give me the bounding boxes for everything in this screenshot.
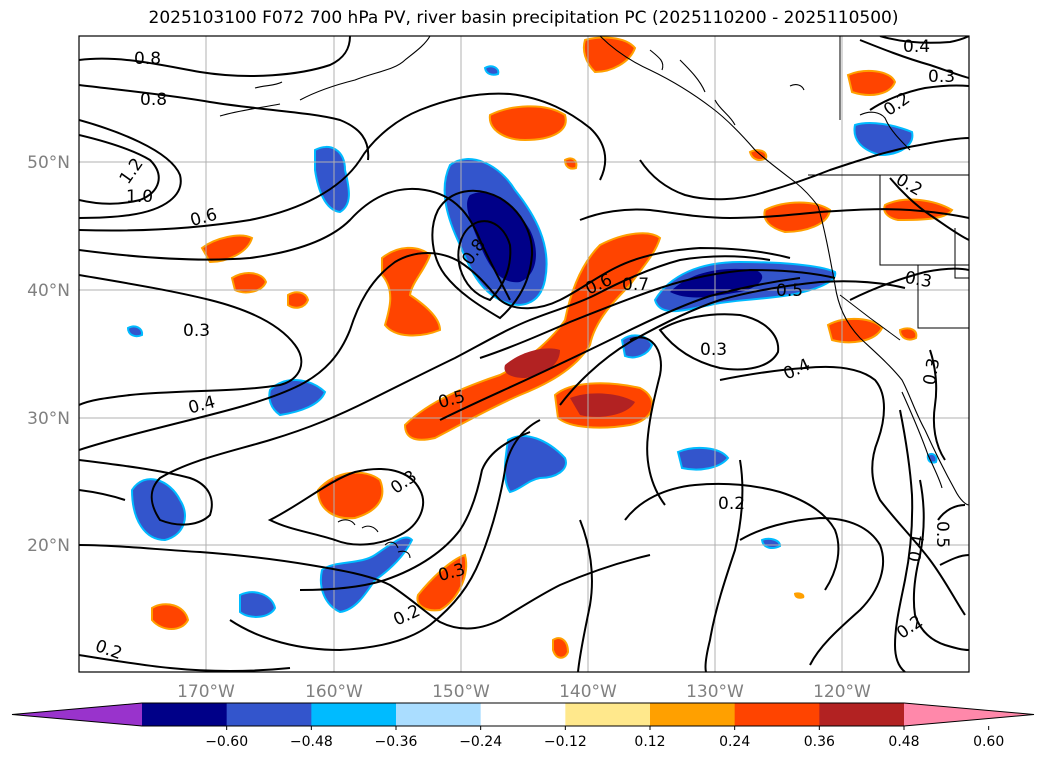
positive-anomaly-core bbox=[570, 393, 635, 417]
colorbar-tick-label: 0.36 bbox=[804, 734, 835, 750]
negative-anomaly-area bbox=[126, 325, 144, 338]
negative-anomaly-area bbox=[239, 591, 277, 618]
contour-label: 0.3 bbox=[903, 268, 933, 292]
positive-anomaly-area bbox=[287, 291, 310, 309]
colorbar-bin bbox=[396, 703, 482, 726]
negative-anomaly-area bbox=[268, 379, 327, 417]
coastlines bbox=[219, 36, 969, 559]
contour-label: 0.3 bbox=[928, 67, 955, 87]
lat-tick-label: 40°N bbox=[27, 281, 70, 301]
contour-label: 0.2 bbox=[718, 494, 745, 514]
positive-anomaly-area bbox=[488, 105, 567, 142]
positive-anomaly-area bbox=[552, 637, 570, 659]
negative-anomaly-area bbox=[760, 537, 782, 549]
lon-tick-label: 140°W bbox=[559, 682, 617, 702]
map-frame bbox=[78, 35, 970, 673]
contour-label: 0.8 bbox=[140, 90, 167, 110]
lon-tick-label: 150°W bbox=[432, 682, 490, 702]
map-content: 0.8 0.8 1.2 1.0 0.6 0.3 0.4 0.8 0.6 0.7 … bbox=[79, 36, 969, 672]
colorbar-extension-max bbox=[904, 703, 1034, 726]
lon-tick-label: 130°W bbox=[686, 682, 744, 702]
figure-title: 2025103100 F072 700 hPa PV, river basin … bbox=[148, 8, 899, 28]
contour-label: 0.5 bbox=[776, 281, 803, 301]
contour-label: 0.3 bbox=[183, 321, 210, 341]
pv-contours bbox=[79, 36, 969, 672]
colorbar: −0.60 −0.48 −0.36 −0.24 −0.12 0.12 0.24 0.36 0.4… bbox=[11, 702, 1035, 750]
negative-anomaly-area bbox=[314, 145, 350, 214]
contour-label: 0.4 bbox=[903, 37, 930, 57]
colorbar-tick-label: 0.48 bbox=[888, 734, 919, 750]
positive-anomaly-area bbox=[230, 272, 268, 294]
colorbar-bin bbox=[650, 703, 736, 726]
borders bbox=[808, 36, 969, 341]
colorbar-tick-label: −0.12 bbox=[544, 734, 587, 750]
negative-anomaly-area bbox=[320, 536, 414, 614]
contour-label: 1.0 bbox=[126, 187, 153, 207]
contour-label: 0.4 bbox=[905, 534, 929, 564]
positive-anomaly-area bbox=[563, 157, 578, 170]
lat-tick-label: 50°N bbox=[27, 153, 70, 173]
colorbar-tick-label: 0.24 bbox=[719, 734, 750, 750]
colorbar-tick-label: −0.60 bbox=[205, 734, 248, 750]
colorbar-bin bbox=[565, 703, 651, 726]
positive-anomaly-area bbox=[200, 234, 254, 264]
colorbar-extension-min bbox=[12, 703, 142, 726]
contour-label: 0.5 bbox=[932, 521, 952, 548]
negative-anomaly-area bbox=[620, 334, 654, 359]
colorbar-bin bbox=[226, 703, 312, 726]
colorbar-tick-label: 0.12 bbox=[634, 734, 665, 750]
positive-anomaly-area bbox=[794, 592, 805, 599]
colorbar-bin bbox=[734, 703, 820, 726]
colorbar-outline bbox=[11, 702, 1035, 727]
contour-label: 0.3 bbox=[920, 357, 944, 387]
lat-tick-label: 30°N bbox=[27, 409, 70, 429]
positive-anomaly-area bbox=[846, 69, 897, 96]
lon-tick-label: 160°W bbox=[305, 682, 363, 702]
colorbar-bin bbox=[480, 703, 566, 726]
contour-label: 0.8 bbox=[134, 49, 161, 69]
colorbar-tick-label: −0.48 bbox=[290, 734, 333, 750]
contour-label: 0.3 bbox=[700, 340, 727, 360]
colorbar-bin bbox=[311, 703, 397, 726]
positive-anomaly-area bbox=[151, 603, 190, 630]
negative-anomaly-area bbox=[503, 435, 567, 494]
contour-label: 0.7 bbox=[622, 275, 649, 295]
colorbar-tick-label: −0.24 bbox=[459, 734, 502, 750]
positive-anomaly-area bbox=[763, 201, 832, 234]
lon-tick-label: 120°W bbox=[813, 682, 871, 702]
positive-anomaly-area bbox=[748, 149, 768, 161]
colorbar-tick-label: −0.36 bbox=[375, 734, 418, 750]
lat-tick-label: 20°N bbox=[27, 536, 70, 556]
negative-anomaly-area bbox=[483, 65, 500, 76]
axis-labels: 170°W 160°W 150°W 140°W 130°W 120°W 50°N… bbox=[27, 153, 871, 702]
colorbar-tick-label: 0.60 bbox=[973, 734, 1004, 750]
colorbar-bin bbox=[142, 703, 228, 726]
positive-anomaly-area bbox=[898, 327, 918, 341]
positive-anomaly-area bbox=[582, 36, 637, 74]
colorbar-bin bbox=[819, 703, 905, 726]
lon-tick-label: 170°W bbox=[177, 682, 235, 702]
